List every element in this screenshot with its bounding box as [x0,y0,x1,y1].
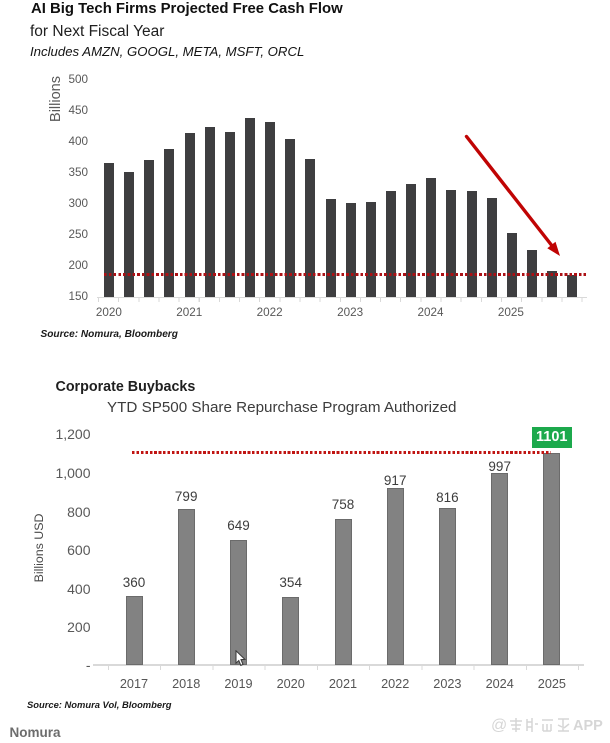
svg-text:APP: APP [573,718,603,734]
svg-text:@: @ [491,717,507,734]
